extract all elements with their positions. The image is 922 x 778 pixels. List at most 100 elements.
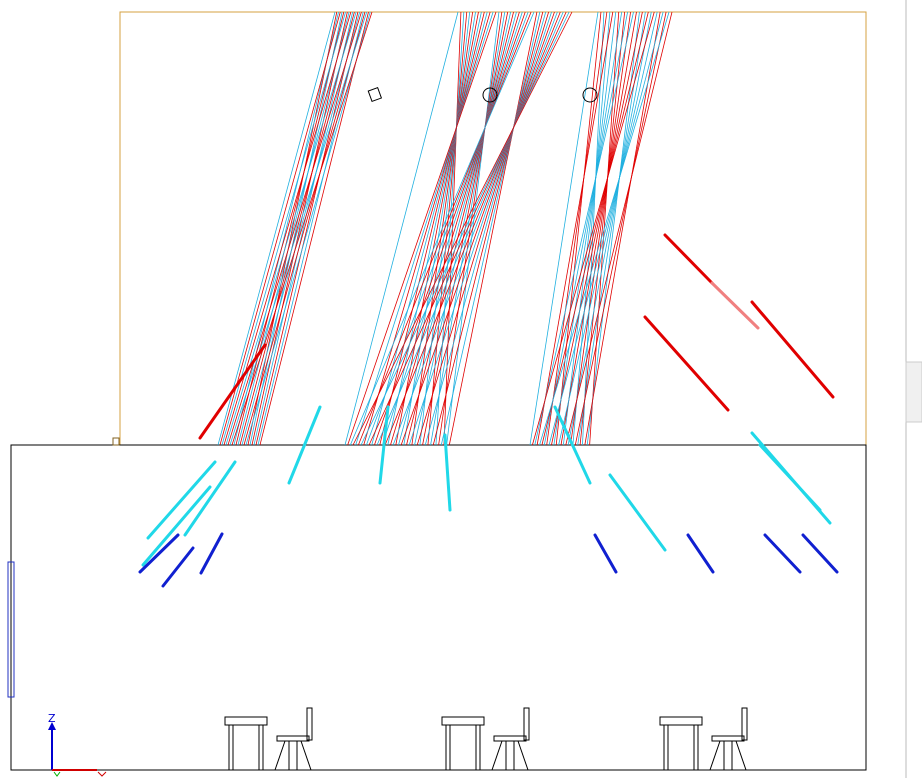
ray: [249, 11, 343, 446]
ray: [408, 11, 552, 446]
ray: [432, 11, 544, 446]
thick-line: [443, 433, 452, 512]
ray: [546, 11, 608, 446]
y-arrow: [53, 771, 61, 777]
ray: [368, 11, 567, 446]
ray: [217, 11, 336, 446]
chair-seat: [493, 735, 527, 742]
ray: [349, 11, 535, 446]
thick-line: [161, 546, 195, 588]
table-top: [441, 716, 485, 726]
thick-line: [801, 533, 839, 574]
ray: [560, 11, 637, 446]
ray: [225, 11, 357, 446]
thick-line: [378, 405, 390, 485]
ray: [379, 11, 485, 446]
frame-marker: [112, 437, 120, 446]
thick-line: [758, 443, 822, 512]
ray: [384, 11, 561, 446]
ray: [572, 11, 611, 446]
ray: [400, 11, 555, 446]
thick-line: [763, 533, 802, 574]
thick-line: [593, 533, 618, 574]
ray: [541, 11, 649, 446]
thick-line: [686, 533, 715, 574]
side-element: [7, 561, 15, 698]
icon: [367, 87, 383, 103]
table-top: [224, 716, 268, 726]
ray: [363, 11, 491, 446]
lower-frame: [10, 444, 867, 771]
ray: [371, 11, 488, 446]
ray: [574, 11, 667, 446]
icon: [582, 87, 598, 103]
thick-line: [643, 315, 730, 412]
ray: [392, 11, 558, 446]
ray: [553, 11, 623, 446]
thick-line: [138, 533, 180, 574]
z-label: Z: [48, 712, 56, 725]
chair-seat: [711, 735, 745, 742]
ray: [531, 11, 655, 446]
ray: [229, 11, 368, 446]
table-top: [659, 716, 703, 726]
thick-line: [141, 485, 212, 567]
ray: [562, 11, 617, 446]
chair-leg: [735, 740, 747, 771]
icon: [482, 87, 498, 103]
thick-line: [198, 343, 267, 440]
z-arrow: [48, 722, 56, 730]
ray: [558, 11, 658, 446]
ray: [360, 11, 570, 446]
ray: [555, 11, 602, 446]
ray: [551, 11, 643, 446]
chair-leg: [274, 740, 286, 771]
ray: [382, 11, 523, 446]
ray: [233, 11, 339, 446]
x-arrow: [97, 771, 107, 777]
ray: [243, 11, 366, 446]
ray: [235, 11, 345, 446]
ray: [387, 11, 482, 446]
ray: [529, 11, 599, 446]
thick-line: [710, 281, 760, 330]
ray: [221, 11, 346, 446]
ray: [390, 11, 520, 446]
ray: [237, 11, 350, 446]
ray: [347, 11, 497, 446]
ray: [416, 11, 549, 446]
ray: [543, 11, 628, 446]
ray: [548, 11, 664, 446]
thick-line: [750, 300, 835, 399]
thick-line: [608, 473, 667, 552]
ray: [567, 11, 652, 446]
ray: [352, 11, 573, 446]
ray: [251, 11, 348, 446]
ray: [398, 11, 517, 446]
ray: [440, 11, 541, 446]
ray: [565, 11, 673, 446]
ray: [395, 11, 479, 446]
ray: [227, 11, 362, 446]
ray: [239, 11, 355, 446]
ray: [406, 11, 514, 446]
ray: [257, 11, 364, 446]
ray: [231, 11, 373, 446]
ray: [219, 11, 341, 446]
thick-line: [183, 460, 237, 537]
ray: [539, 11, 670, 446]
thick-line: [146, 460, 217, 540]
ray: [355, 11, 494, 446]
chair-leg: [300, 740, 312, 771]
ray: [344, 11, 459, 446]
ray: [403, 11, 476, 446]
ray: [570, 11, 631, 446]
ray: [424, 11, 547, 446]
ray: [376, 11, 564, 446]
ray: [247, 11, 338, 446]
thick-line: [287, 405, 322, 485]
thick-lines: [138, 233, 839, 588]
ray-bundles: [217, 11, 673, 446]
chair-leg: [491, 740, 503, 771]
